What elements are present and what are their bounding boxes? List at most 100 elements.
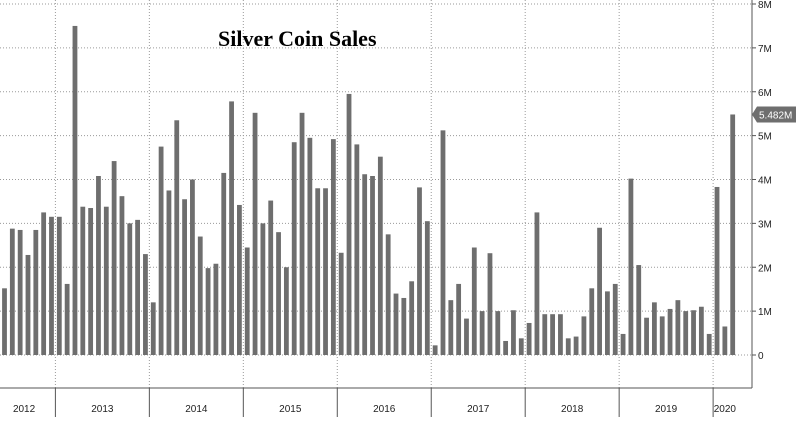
bar <box>323 188 328 355</box>
bar <box>377 156 383 355</box>
bar <box>56 216 62 355</box>
bar <box>448 300 454 355</box>
bar <box>72 25 78 355</box>
bar <box>252 112 258 355</box>
bar <box>307 137 313 355</box>
bar <box>346 93 352 355</box>
y-tick-label: 3M <box>758 219 772 230</box>
bar <box>597 227 602 355</box>
bar <box>401 297 407 355</box>
bar <box>49 216 54 355</box>
bar <box>111 161 117 355</box>
bar <box>299 112 305 355</box>
bar <box>659 316 665 355</box>
year-label: 2014 <box>185 404 208 415</box>
year-label: 2018 <box>561 404 584 415</box>
bar <box>88 208 94 355</box>
bar <box>722 326 728 355</box>
bar <box>534 212 540 355</box>
bar <box>17 229 23 355</box>
bar <box>464 318 469 355</box>
bar <box>190 179 195 355</box>
bar <box>96 175 101 355</box>
y-tick-label: 5M <box>758 132 772 143</box>
bar <box>706 333 712 355</box>
bar <box>714 186 720 355</box>
bar <box>417 187 422 355</box>
bar <box>229 101 234 355</box>
bar <box>127 223 133 355</box>
bar <box>338 252 344 355</box>
bar <box>41 212 47 355</box>
bar <box>503 340 509 355</box>
bar <box>550 314 555 355</box>
bar <box>526 322 532 355</box>
bar <box>103 206 109 355</box>
bar <box>675 300 681 355</box>
bar <box>315 188 321 355</box>
year-label: 2017 <box>467 404 490 415</box>
bar <box>330 139 336 355</box>
bar <box>205 268 211 355</box>
bar <box>432 345 438 355</box>
bar <box>612 283 618 355</box>
bar <box>25 254 31 355</box>
bar <box>135 219 141 355</box>
y-tick-label: 6M <box>758 88 772 99</box>
y-tick-label: 4M <box>758 176 772 187</box>
year-label: 2016 <box>373 404 396 415</box>
bar <box>565 338 571 355</box>
y-tick-label: 2M <box>758 263 772 274</box>
bar <box>119 196 125 355</box>
bar <box>260 223 266 355</box>
y-tick-label: 8M <box>758 0 772 11</box>
bar <box>518 338 524 355</box>
bar <box>174 120 180 355</box>
bar <box>479 311 485 355</box>
last-value-badge <box>752 106 796 123</box>
bar <box>691 310 696 355</box>
bar <box>237 204 242 355</box>
bar <box>64 283 70 355</box>
bar <box>698 306 704 355</box>
year-label: 2019 <box>655 404 678 415</box>
bar <box>456 283 462 355</box>
year-label: 2012 <box>13 404 36 415</box>
bar <box>409 281 415 355</box>
bar <box>730 114 736 355</box>
bar <box>370 175 375 355</box>
bar <box>487 253 493 355</box>
last-value-label: 5.482M <box>759 110 792 121</box>
bar <box>9 228 15 355</box>
bar <box>605 291 610 355</box>
y-tick-label: 0 <box>758 351 764 362</box>
bar <box>385 234 391 355</box>
bar-layer <box>2 25 736 355</box>
bar <box>651 302 657 355</box>
bar <box>276 232 281 355</box>
year-label: 2013 <box>91 404 114 415</box>
bar <box>2 288 7 355</box>
bar <box>283 267 289 355</box>
bar <box>667 308 673 355</box>
bar <box>581 316 587 355</box>
bar <box>558 314 563 355</box>
bar <box>424 221 430 355</box>
bar <box>244 247 250 355</box>
year-label: 2020 <box>714 404 737 415</box>
y-tick-label: 1M <box>758 307 772 318</box>
bar <box>589 288 595 355</box>
bar <box>150 302 156 355</box>
bar <box>511 310 516 355</box>
bar <box>393 293 399 355</box>
bar <box>33 229 39 355</box>
bar <box>143 254 148 355</box>
bar <box>80 206 86 355</box>
bar <box>182 199 187 355</box>
chart-title: Silver Coin Sales <box>218 26 377 51</box>
bar <box>644 317 649 355</box>
year-label: 2015 <box>279 404 302 415</box>
bar <box>291 142 297 355</box>
